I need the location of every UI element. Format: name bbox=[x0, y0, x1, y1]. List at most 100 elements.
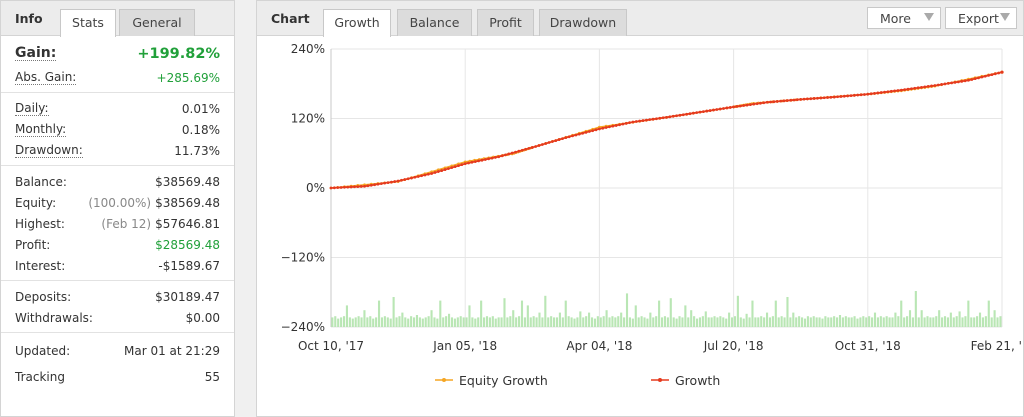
balance-label: Balance: bbox=[15, 175, 67, 189]
volume-bar bbox=[561, 317, 564, 327]
volume-bar bbox=[611, 316, 614, 327]
volume-bar bbox=[836, 317, 839, 327]
chevron-down-icon bbox=[924, 13, 934, 21]
data-point bbox=[628, 121, 631, 125]
equity-value-wrap: (100.00%) $38569.48 bbox=[88, 196, 220, 210]
x-tick-label: Jul 20, '18 bbox=[703, 339, 764, 353]
data-point bbox=[772, 100, 776, 104]
drawdown-label[interactable]: Drawdown: bbox=[15, 143, 83, 158]
volume-bar bbox=[970, 317, 973, 327]
volume-bar bbox=[751, 300, 754, 327]
volume-bar bbox=[795, 317, 798, 327]
data-point bbox=[822, 96, 826, 100]
chart-tabbar: Chart Growth Balance Profit Drawdown Mor… bbox=[257, 1, 1023, 37]
volume-bar bbox=[856, 318, 859, 327]
daily-label[interactable]: Daily: bbox=[15, 101, 49, 116]
tab-drawdown[interactable]: Drawdown bbox=[539, 9, 627, 36]
data-point bbox=[655, 117, 658, 121]
data-point bbox=[705, 109, 709, 113]
volume-bar bbox=[345, 305, 349, 327]
volume-bar bbox=[494, 318, 497, 327]
abs-gain-label[interactable]: Abs. Gain: bbox=[15, 70, 77, 85]
volume-bar bbox=[649, 312, 652, 327]
volume-bar bbox=[410, 316, 413, 327]
data-point bbox=[913, 86, 917, 90]
volume-bar bbox=[815, 317, 818, 327]
data-point bbox=[752, 102, 756, 106]
volume-bar bbox=[967, 300, 970, 327]
profit-row: Profit: $28569.48 bbox=[1, 235, 234, 256]
volume-bar bbox=[588, 312, 591, 327]
volume-bar bbox=[850, 317, 853, 327]
data-point bbox=[389, 180, 393, 184]
volume-bar bbox=[894, 312, 897, 327]
volume-bar bbox=[830, 317, 833, 327]
volume-bar bbox=[987, 300, 990, 327]
export-dropdown[interactable]: Export bbox=[945, 7, 1017, 29]
data-point bbox=[601, 126, 605, 130]
data-point bbox=[510, 151, 514, 155]
data-point bbox=[806, 97, 809, 101]
volume-bar bbox=[602, 316, 605, 327]
volume-bar bbox=[716, 317, 719, 327]
volume-bar bbox=[733, 316, 737, 327]
data-point bbox=[869, 92, 873, 96]
tab-general[interactable]: General bbox=[119, 9, 195, 36]
volume-bar bbox=[771, 316, 774, 327]
volume-bar bbox=[573, 318, 576, 327]
data-point bbox=[963, 79, 967, 83]
data-point bbox=[530, 146, 534, 149]
data-point bbox=[383, 181, 387, 185]
legend-label: Equity Growth bbox=[459, 373, 548, 388]
volume-bar bbox=[392, 297, 395, 327]
data-point bbox=[802, 97, 806, 101]
data-point bbox=[889, 89, 893, 93]
deposits-label: Deposits: bbox=[15, 290, 72, 304]
volume-bar bbox=[993, 310, 996, 327]
volume-bar bbox=[372, 318, 375, 327]
volume-bar bbox=[407, 318, 410, 327]
data-point bbox=[507, 152, 511, 156]
data-point bbox=[520, 148, 524, 152]
monthly-label[interactable]: Monthly: bbox=[15, 122, 67, 137]
gain-label[interactable]: Gain: bbox=[15, 45, 57, 61]
volume-bar bbox=[876, 317, 879, 327]
data-point bbox=[624, 121, 628, 125]
volume-bar bbox=[897, 316, 900, 327]
data-point bbox=[702, 110, 705, 114]
volume-bar bbox=[427, 316, 430, 327]
volume-bar bbox=[366, 317, 369, 327]
balance-group: Balance: $38569.48 Equity: (100.00%) $385… bbox=[1, 166, 234, 281]
data-point bbox=[376, 182, 380, 186]
data-point bbox=[708, 109, 712, 112]
volume-bar bbox=[704, 311, 707, 327]
tab-stats[interactable]: Stats bbox=[60, 9, 116, 37]
volume-bar bbox=[538, 312, 541, 327]
data-point bbox=[759, 101, 762, 105]
legend-marker bbox=[658, 378, 662, 382]
data-point bbox=[651, 117, 655, 121]
data-point bbox=[483, 158, 487, 161]
tab-balance[interactable]: Balance bbox=[397, 9, 472, 36]
more-dropdown[interactable]: More bbox=[867, 7, 941, 29]
data-point bbox=[903, 88, 907, 92]
monthly-value: 0.18% bbox=[181, 123, 220, 137]
tab-profit[interactable]: Profit bbox=[477, 9, 534, 36]
balance-row: Balance: $38569.48 bbox=[1, 172, 234, 193]
tab-growth[interactable]: Growth bbox=[323, 9, 391, 37]
volume-bar bbox=[663, 316, 666, 327]
volume-bar bbox=[477, 317, 480, 327]
data-point bbox=[416, 175, 420, 178]
volume-bar bbox=[941, 317, 944, 327]
data-point bbox=[641, 119, 645, 122]
withdrawals-row: Withdrawals: $0.00 bbox=[1, 308, 234, 329]
volume-bar bbox=[655, 316, 658, 327]
data-point bbox=[983, 74, 987, 78]
growth-chart[interactable]: 240% 120% 0% −120% −240% Oct 10, '17 Jan 05, '… bbox=[257, 37, 1023, 417]
volume-bar bbox=[445, 316, 448, 327]
data-point bbox=[487, 157, 491, 161]
volume-bar bbox=[847, 317, 850, 327]
gain-group: Gain: +199.82% Abs. Gain: +285.69% bbox=[1, 36, 234, 93]
volume-bar bbox=[576, 317, 579, 327]
data-point bbox=[980, 75, 984, 79]
